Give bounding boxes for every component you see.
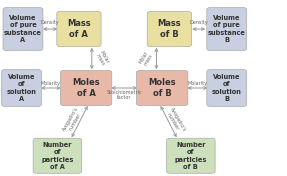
FancyBboxPatch shape bbox=[57, 12, 101, 47]
Text: Density: Density bbox=[190, 20, 208, 25]
Text: Number
of
particles
of A: Number of particles of A bbox=[41, 142, 73, 170]
Text: Molar
mass: Molar mass bbox=[94, 50, 110, 67]
FancyBboxPatch shape bbox=[3, 8, 43, 51]
Text: Density: Density bbox=[41, 20, 59, 25]
FancyBboxPatch shape bbox=[166, 138, 215, 173]
Text: Avogadro's
number: Avogadro's number bbox=[62, 106, 84, 135]
Text: Volume
of
solution
B: Volume of solution B bbox=[212, 74, 242, 102]
Text: Volume
of pure
substance
B: Volume of pure substance B bbox=[208, 15, 246, 43]
Text: Moles
of B: Moles of B bbox=[148, 78, 176, 98]
Text: Mass
of A: Mass of A bbox=[67, 19, 91, 39]
Text: Molar
mass: Molar mass bbox=[138, 50, 154, 67]
Text: Avogadro's
number: Avogadro's number bbox=[164, 106, 186, 135]
FancyBboxPatch shape bbox=[1, 70, 42, 106]
Text: Stoichiometric
factor: Stoichiometric factor bbox=[106, 90, 142, 100]
FancyBboxPatch shape bbox=[207, 70, 247, 106]
Text: Mass
of B: Mass of B bbox=[158, 19, 181, 39]
FancyBboxPatch shape bbox=[136, 71, 188, 105]
Text: Molarity: Molarity bbox=[41, 81, 61, 86]
Text: Volume
of
solution
A: Volume of solution A bbox=[7, 74, 36, 102]
Text: Number
of
particles
of B: Number of particles of B bbox=[175, 142, 207, 170]
FancyBboxPatch shape bbox=[207, 8, 247, 51]
FancyBboxPatch shape bbox=[33, 138, 82, 173]
FancyBboxPatch shape bbox=[60, 71, 112, 105]
Text: Molarity: Molarity bbox=[187, 81, 208, 86]
FancyBboxPatch shape bbox=[147, 12, 191, 47]
Text: Moles
of A: Moles of A bbox=[72, 78, 100, 98]
Text: Volume
of pure
substance
A: Volume of pure substance A bbox=[4, 15, 42, 43]
